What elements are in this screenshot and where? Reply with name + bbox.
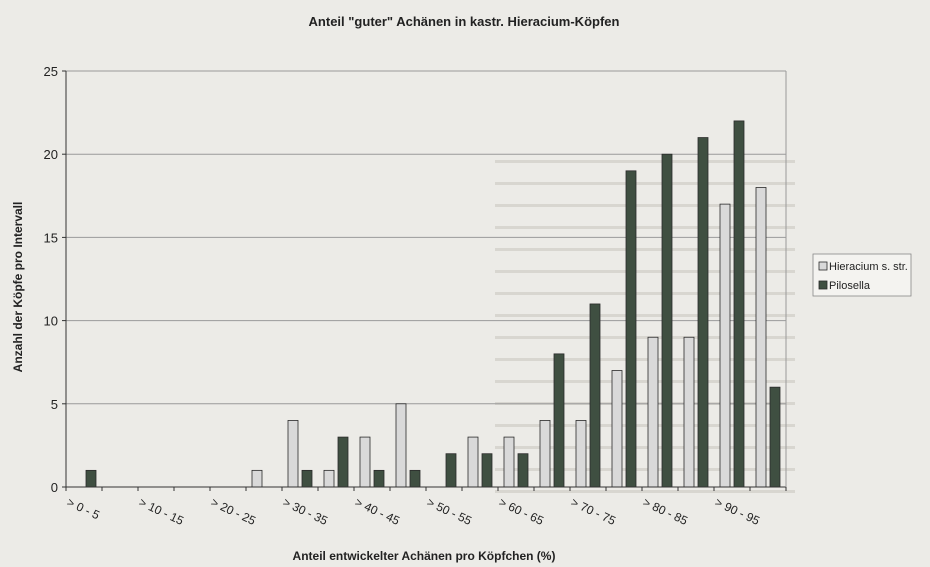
bar: [287, 420, 299, 488]
y-tick-labels: 0 5 10 15 20 25: [44, 64, 58, 495]
x-tick-label: > 0 - 5: [65, 495, 102, 522]
bar: [301, 469, 313, 488]
x-axis-title: Anteil entwickelter Achänen pro Köpfchen…: [293, 549, 556, 563]
x-tick-label: > 60 - 65: [497, 495, 546, 528]
y-tick-label: 20: [44, 147, 58, 162]
x-tick-label: > 10 - 15: [137, 495, 186, 528]
chart-title: Anteil "guter" Achänen in kastr. Hieraci…: [309, 14, 620, 29]
bar: [445, 453, 457, 488]
x-tick-label: > 80 - 85: [641, 495, 690, 528]
y-tick-label: 5: [51, 397, 58, 412]
bar: [661, 153, 673, 488]
legend-swatch: [818, 280, 828, 290]
bar: [337, 436, 349, 488]
bar: [719, 203, 731, 488]
bar: [251, 469, 263, 488]
bar: [589, 303, 601, 488]
bar: [755, 187, 767, 488]
y-tick-label: 15: [44, 230, 58, 245]
x-tick-label: > 30 - 35: [281, 495, 330, 528]
bar: [611, 370, 623, 488]
x-tick-label: > 40 - 45: [353, 495, 402, 528]
bars: [85, 120, 781, 488]
bar: [409, 469, 421, 488]
legend-label: Hieracium s. str.: [829, 261, 908, 273]
bar: [647, 336, 659, 488]
y-axis-title: Anzahl der Köpfe pro Intervall: [11, 202, 25, 373]
bar: [395, 403, 407, 488]
x-tick-label: > 70 - 75: [569, 495, 618, 528]
bar: [85, 469, 97, 488]
bar: [575, 420, 587, 488]
x-tick-label: > 90 - 95: [713, 495, 762, 528]
axes: [62, 70, 787, 491]
legend: Hieracium s. str. Pilosella: [812, 253, 912, 297]
bar: [503, 436, 515, 488]
bar: [359, 436, 371, 488]
gridlines: [66, 70, 786, 405]
x-tick-labels: > 0 - 5 > 10 - 15 > 20 - 25 > 30 - 35 > 40 -…: [65, 495, 762, 528]
bar: [467, 436, 479, 488]
bar: [481, 453, 493, 488]
x-tick-label: > 20 - 25: [209, 495, 258, 528]
y-tick-label: 25: [44, 64, 58, 79]
y-tick-label: 10: [44, 314, 58, 329]
bar: [697, 137, 709, 488]
bar: [517, 453, 529, 488]
bar: [373, 469, 385, 488]
bar: [733, 120, 745, 488]
legend-label: Pilosella: [829, 280, 871, 292]
bar: [553, 353, 565, 488]
bar: [769, 386, 781, 488]
bar: [625, 170, 637, 488]
legend-box: [812, 253, 912, 297]
legend-swatch: [818, 261, 828, 271]
y-tick-label: 0: [51, 480, 58, 495]
x-tick-label: > 50 - 55: [425, 495, 474, 528]
bar: [539, 420, 551, 488]
bar: [683, 336, 695, 488]
bar: [323, 469, 335, 488]
